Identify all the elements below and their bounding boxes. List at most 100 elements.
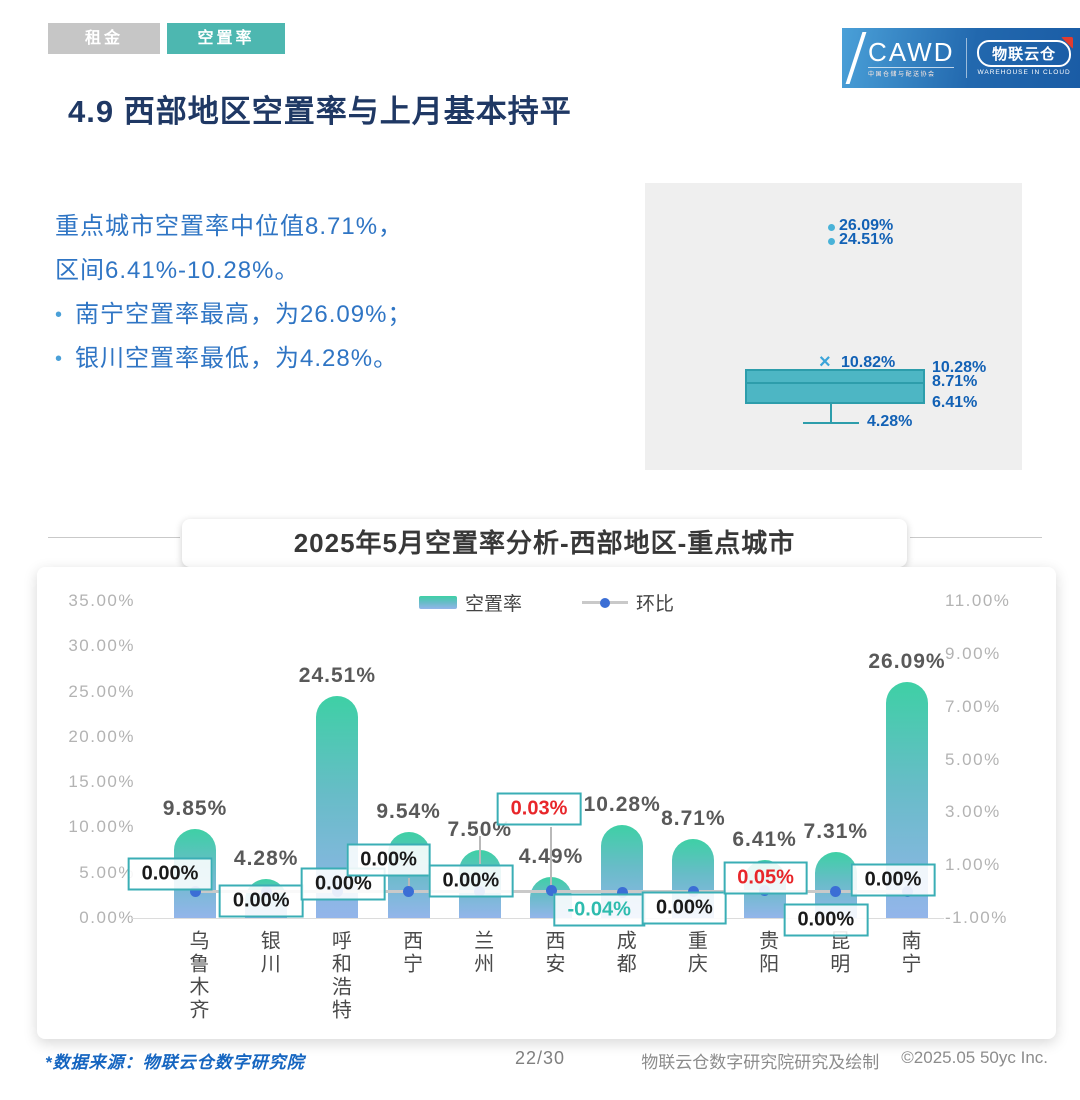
mom-data-point — [830, 886, 842, 898]
summary-line-2: 区间6.41%-10.28%。 — [55, 257, 300, 284]
left-axis-tick: 15.00% — [68, 772, 135, 792]
min-label: 4.28% — [867, 413, 913, 430]
label-stem — [478, 836, 481, 865]
x-axis-label-西宁: 西宁 — [399, 930, 422, 976]
chart-legend: 空置率 环比 — [37, 589, 1056, 616]
bar-value-label: 8.71% — [661, 807, 726, 831]
cloud-logo-subtitle: WAREHOUSE IN CLOUD — [977, 69, 1071, 76]
mean-marker-icon: × — [819, 351, 831, 374]
logo-divider — [966, 38, 968, 78]
footer: *数据来源：物联云仓数字研究院 22/30 物联云仓数字研究院研究及绘制 ©20… — [0, 1046, 1080, 1076]
outlier-label: 24.51% — [839, 231, 894, 249]
bar-value-label: 7.31% — [803, 819, 869, 843]
logo-banner: CAWD 中国仓储与配送协会 物联云仓 WAREHOUSE IN CLOUD — [842, 28, 1080, 88]
left-axis-tick: 30.00% — [68, 636, 135, 656]
median-line — [745, 382, 925, 385]
tab-vacancy-rate[interactable]: 空置率 — [167, 23, 285, 54]
cawd-wordmark: CAWD — [868, 36, 955, 67]
bar-value-label: 7.50% — [447, 818, 513, 842]
mom-value-box: 0.00% — [428, 864, 514, 898]
vacancy-chart-card: 空置率 环比 35.00% 30.00% 25.00% 20.00% 15.00% 10.… — [37, 567, 1056, 1039]
bar-series-swatch-icon — [418, 596, 457, 609]
q3-label: 10.28% — [932, 359, 987, 377]
left-axis-tick: 10.00% — [68, 817, 135, 837]
chart-title: 2025年5月空置率分析-西部地区-重点城市 — [182, 519, 907, 567]
warehouse-in-cloud-logo: 物联云仓 WAREHOUSE IN CLOUD — [977, 37, 1073, 76]
bar-value-label: 9.85% — [162, 796, 228, 820]
label-leader-line — [407, 877, 410, 892]
summary-block: 重点城市空置率中位值8.71%， 区间6.41%-10.28%。 • 南宁空置率… — [55, 205, 615, 381]
line-series-swatch-icon — [582, 597, 628, 608]
left-axis-tick: 35.00% — [68, 591, 135, 610]
x-axis-label-乌鲁木齐: 乌鲁木齐 — [186, 930, 208, 1022]
median-label: 8.71% — [932, 373, 978, 391]
mom-value-box: 0.03% — [496, 792, 582, 826]
x-axis-label-南宁: 南宁 — [898, 930, 920, 976]
x-axis-label-西安: 西安 — [542, 930, 564, 976]
mom-data-point — [545, 885, 557, 897]
summary-line-1: 重点城市空置率中位值8.71%， — [55, 213, 404, 240]
bar-value-label: 26.09% — [868, 649, 946, 673]
mom-data-point — [189, 886, 201, 898]
iqr-box — [745, 369, 925, 404]
capsule-divider-right — [910, 537, 1042, 538]
page-number: 22/30 — [514, 1048, 566, 1068]
whisker-line — [830, 403, 832, 423]
bar-value-label: 24.51% — [298, 664, 376, 687]
summary-bullet-2: • 银川空置率最低，为4.28%。 — [55, 337, 615, 381]
logo-slash-decoration — [845, 32, 867, 84]
x-axis-label-昆明: 昆明 — [826, 930, 849, 976]
outlier-label: 26.09% — [839, 217, 894, 234]
mom-value-box: 0.00% — [346, 843, 431, 877]
x-axis-label-成都: 成都 — [613, 930, 636, 976]
mom-value-box: 0.00% — [783, 903, 869, 937]
outlier-dot — [828, 223, 835, 231]
capsule-divider-left — [48, 537, 180, 538]
mom-data-point — [403, 886, 415, 898]
outlier-dot — [828, 237, 835, 245]
page-title: 4.9 西部地区空置率与上月基本持平 — [68, 94, 572, 129]
mom-value-box: 0.00% — [850, 863, 936, 897]
tab-rent[interactable]: 租金 — [48, 23, 160, 54]
data-source-note: *数据来源：物联云仓数字研究院 — [45, 1053, 305, 1072]
bullet-dot-icon: • — [55, 304, 64, 326]
mom-value-box: 0.05% — [723, 861, 808, 895]
mom-value-box: 0.00% — [127, 857, 213, 891]
bullet-dot-icon: • — [55, 348, 64, 370]
x-axis-label-重庆: 重庆 — [684, 930, 707, 976]
x-axis-label-贵阳: 贵阳 — [755, 930, 778, 976]
q1-label: 6.41% — [932, 393, 978, 411]
right-axis-tick: 1.00% — [945, 855, 1001, 875]
legend-item-vacancy: 空置率 — [418, 589, 522, 616]
copyright-text: ©2025.05 50yc Inc. — [901, 1048, 1048, 1067]
whisker-cap — [803, 422, 859, 424]
boxplot-panel: 26.09% 24.51% × 10.82% 4.28% 10.28% 8.71% 6.41% — [645, 183, 1022, 470]
bar-value-label: 4.28% — [233, 847, 299, 871]
credit-text: 物联云仓数字研究院研究及绘制 — [641, 1053, 880, 1072]
mom-value-box: 0.00% — [642, 891, 727, 925]
legend-item-mom: 环比 — [582, 589, 674, 616]
x-axis-baseline — [132, 918, 944, 919]
bar-value-label: 10.28% — [583, 792, 661, 816]
left-axis-tick: 25.00% — [68, 681, 135, 701]
right-axis-tick: 9.00% — [945, 643, 1001, 663]
left-axis-tick: 5.00% — [79, 862, 135, 882]
cawd-subtitle: 中国仓储与配送协会 — [868, 66, 955, 78]
mom-data-point — [616, 887, 628, 899]
footer-credits: 物联云仓数字研究院研究及绘制 ©2025.05 50yc Inc. — [641, 1048, 1048, 1073]
bar-value-label: 6.41% — [732, 827, 797, 851]
legend-label-mom: 环比 — [636, 594, 675, 615]
right-axis-tick: 3.00% — [945, 802, 1001, 822]
summary-bullet-1: • 南宁空置率最高，为26.09%； — [55, 293, 615, 337]
right-axis-tick: 7.00% — [945, 696, 1001, 716]
x-axis-label-兰州: 兰州 — [470, 930, 493, 976]
cloud-logo-icon: 物联云仓 — [977, 37, 1073, 67]
mom-value-box: -0.04% — [553, 893, 645, 927]
label-leader-line — [550, 826, 552, 891]
bar-value-label: 9.54% — [376, 799, 441, 823]
left-axis-tick: 0.00% — [79, 908, 135, 927]
right-axis-tick: 5.00% — [945, 749, 1001, 769]
cawd-logo: CAWD 中国仓储与配送协会 — [868, 36, 955, 78]
right-axis-tick: 11.00% — [945, 591, 1011, 610]
